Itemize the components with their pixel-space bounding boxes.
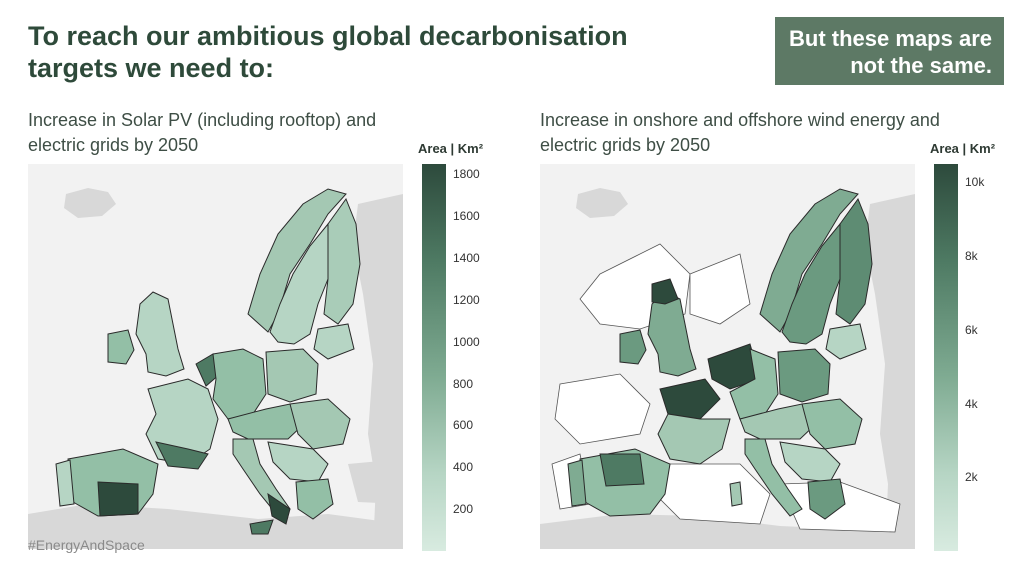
region-ireland [619, 329, 647, 365]
solar-legend-tick: 800 [453, 376, 474, 391]
callout-box: But these maps are not the same. [775, 17, 1004, 85]
region-scotland [651, 278, 679, 305]
region-france-south [657, 413, 731, 465]
region-ireland [107, 329, 135, 365]
wind-legend-title: Area | Km² [930, 141, 996, 156]
solar-legend-colorbar [422, 164, 446, 551]
solar-legend-tick: 1800 [453, 167, 480, 182]
callout-line-2: not the same. [850, 53, 992, 78]
solar-map-svg [28, 188, 403, 549]
offshore-biscay [554, 373, 651, 445]
wind-legend-tick: 6k [965, 322, 978, 337]
solar-legend-tick: 1000 [453, 334, 480, 349]
north-africa-shape [540, 514, 915, 549]
region-sardinia [729, 481, 743, 507]
offshore-med-central [654, 463, 771, 525]
wind-legend-tick: 8k [965, 249, 978, 264]
hashtag-label: #EnergyAndSpace [28, 537, 145, 553]
region-romania [801, 398, 863, 450]
solar-pv-map [28, 164, 403, 549]
wind-map-svg [540, 188, 915, 549]
solar-legend-tick: 600 [453, 418, 474, 433]
iceland-shape [576, 188, 628, 218]
region-france-north [659, 378, 721, 420]
region-south-italy [267, 492, 291, 525]
region-uk [647, 291, 697, 377]
region-romania [289, 398, 351, 450]
region-greece [807, 478, 846, 520]
callout-line-1: But these maps are [789, 26, 992, 51]
solar-legend-tick: 400 [453, 460, 474, 475]
region-finland [835, 197, 873, 325]
headline: To reach our ambitious global decarbonis… [28, 21, 628, 83]
solar-legend-tick: 200 [453, 502, 474, 517]
region-south-spain [97, 481, 139, 517]
turkey-shape [348, 459, 403, 504]
region-germany [212, 348, 267, 420]
region-sicily [249, 519, 274, 535]
wind-legend-tick: 2k [965, 470, 978, 485]
region-spain-central [599, 453, 645, 487]
region-italy [744, 438, 803, 517]
wind-legend-tick: 10k [965, 175, 985, 190]
region-baltics [825, 323, 867, 360]
region-portugal [567, 459, 587, 507]
iceland-shape [64, 188, 116, 218]
solar-legend-tick: 1600 [453, 209, 480, 224]
wind-legend-colorbar [934, 164, 958, 551]
wind-legend-tick: 4k [965, 396, 978, 411]
solar-legend-tick: 1400 [453, 251, 480, 266]
solar-legend-tick: 1200 [453, 292, 480, 307]
region-poland [777, 348, 831, 403]
region-baltics [313, 323, 355, 360]
region-portugal [55, 459, 75, 507]
wind-energy-map [540, 164, 915, 549]
region-greece [295, 478, 334, 520]
solar-map-subtitle: Increase in Solar PV (including rooftop)… [28, 110, 377, 155]
region-finland [323, 197, 361, 325]
wind-map-subtitle: Increase in onshore and offshore wind en… [540, 110, 940, 155]
region-poland [265, 348, 319, 403]
region-uk [135, 291, 185, 377]
offshore-north-sea [689, 253, 751, 325]
russia-shape [865, 194, 915, 549]
region-south-france [155, 441, 209, 470]
solar-legend-title: Area | Km² [418, 141, 484, 156]
